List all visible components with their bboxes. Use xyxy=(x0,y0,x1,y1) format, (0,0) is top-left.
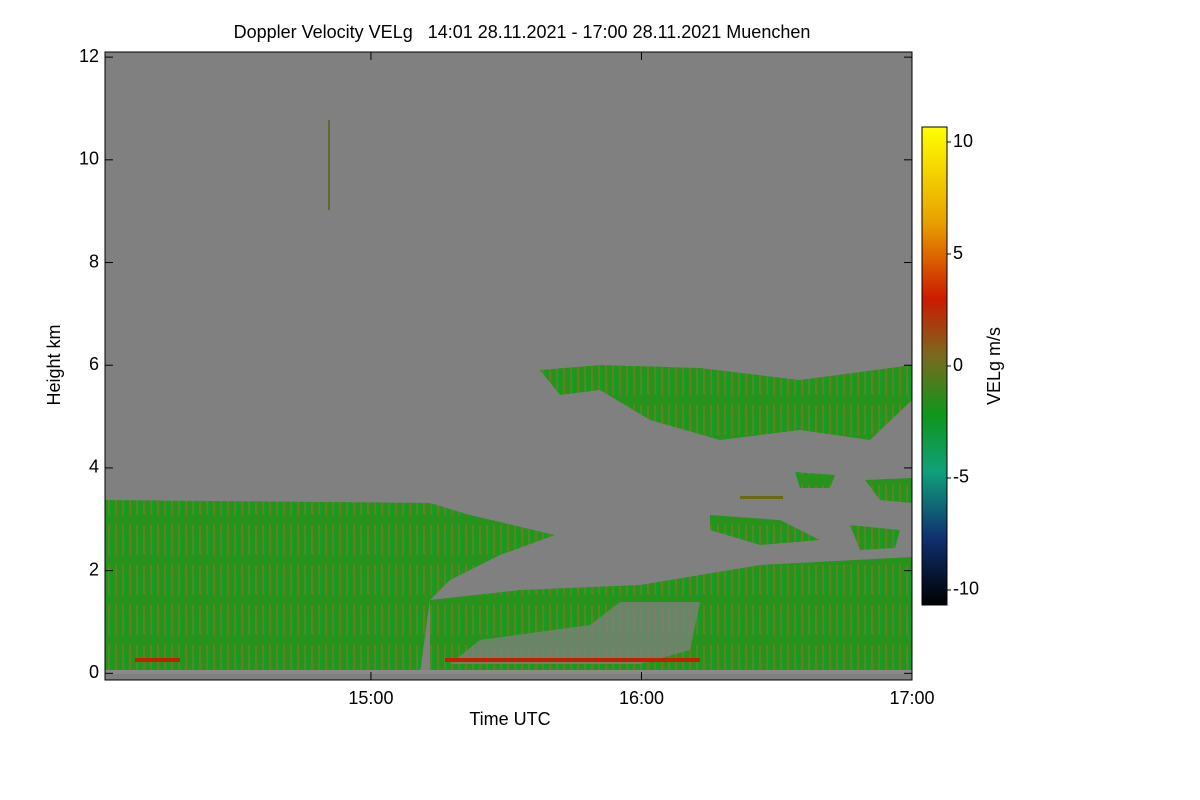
chart-title: Doppler Velocity VELg 14:01 28.11.2021 -… xyxy=(234,22,811,42)
y-tick-label: 8 xyxy=(89,251,99,271)
y-axis-label: Height km xyxy=(44,324,64,405)
colorbar-label: VELg m/s xyxy=(984,327,1004,405)
y-tick-label: 12 xyxy=(79,46,99,66)
colorbar-tick-label: 10 xyxy=(953,131,973,151)
y-tick-label: 6 xyxy=(89,354,99,374)
y-tick-label: 0 xyxy=(89,662,99,682)
colorbar xyxy=(921,126,948,606)
colorbar-tick-label: -5 xyxy=(953,467,969,487)
colorbar-tick-label: 5 xyxy=(953,243,963,263)
echo-regions xyxy=(105,120,912,674)
colorbar-tick-label: 0 xyxy=(953,355,963,375)
plot-frame xyxy=(104,51,913,681)
x-axis-label: Time UTC xyxy=(469,709,550,729)
colorbar-tick-label: -10 xyxy=(953,579,979,599)
y-tick-label: 4 xyxy=(89,457,99,477)
x-tick-label: 17:00 xyxy=(889,688,934,708)
x-tick-label: 16:00 xyxy=(619,688,664,708)
y-tick-label: 2 xyxy=(89,559,99,579)
x-tick-label: 15:00 xyxy=(348,688,393,708)
y-tick-label: 10 xyxy=(79,149,99,169)
